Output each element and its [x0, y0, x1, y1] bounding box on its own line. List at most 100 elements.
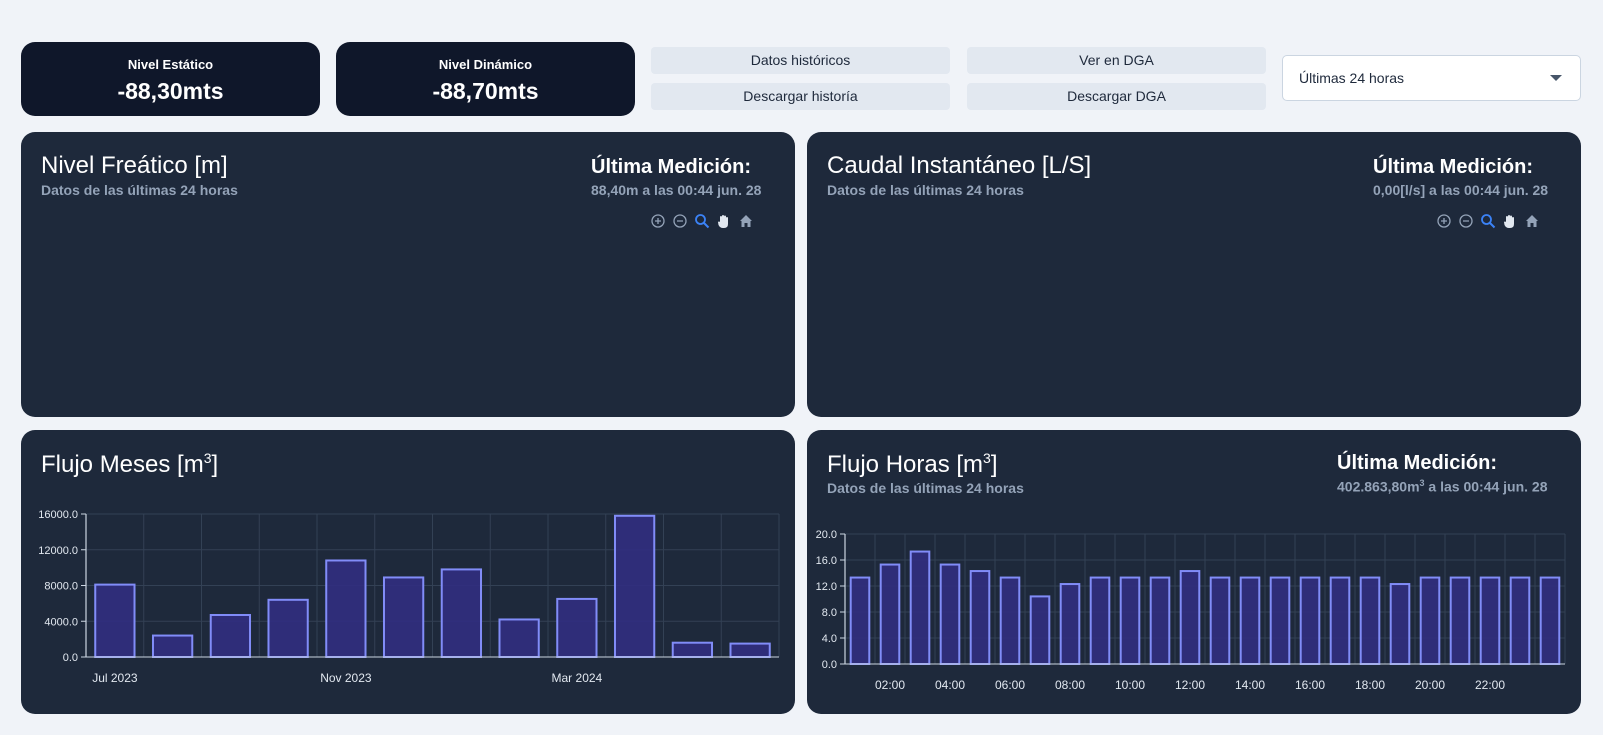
caudal-instantaneo-card: Caudal Instantáneo [L/S] Datos de las úl…	[807, 132, 1581, 417]
home-icon[interactable]	[1523, 212, 1541, 230]
title-superscript: 3	[203, 450, 212, 466]
last-measurement-value: 0,00[l/s] a las 00:44 jun. 28	[1373, 182, 1549, 198]
nivel-estatico-card: Nivel Estático -88,30mts	[21, 42, 320, 116]
last-measurement-title: Última Medición:	[591, 156, 752, 178]
bar[interactable]	[939, 563, 961, 665]
bar[interactable]	[1239, 576, 1261, 665]
y-tick-label: 12000.0	[38, 545, 78, 557]
card-title: Flujo Horas [m3]	[827, 450, 998, 479]
bar[interactable]	[1299, 576, 1321, 665]
chevron-down-icon[interactable]	[1550, 75, 1562, 81]
bar[interactable]	[94, 583, 136, 658]
bar[interactable]	[1539, 576, 1561, 665]
bar[interactable]	[1359, 576, 1381, 665]
bar[interactable]	[613, 514, 656, 658]
pan-hand-icon[interactable]	[1501, 212, 1519, 230]
x-tick-label: 12:00	[1175, 678, 1205, 692]
title-text: Flujo Horas [m	[827, 451, 984, 478]
bar[interactable]	[1119, 576, 1141, 665]
card-title: Caudal Instantáneo [L/S]	[827, 152, 1092, 179]
last-measurement-value: 402.863,80m3 a las 00:44 jun. 28	[1337, 478, 1548, 495]
y-tick-label: 16000.0	[38, 509, 78, 521]
y-tick-label: 8000.0	[44, 581, 78, 593]
card-title: Nivel Freático [m]	[41, 152, 228, 179]
nivel-dinamico-card: Nivel Dinámico -88,70mts	[336, 42, 635, 116]
nivel-freatico-chart[interactable]	[21, 132, 795, 417]
card-subtitle: Datos de las últimas 24 horas	[827, 182, 1024, 198]
x-tick-label: 06:00	[995, 678, 1025, 692]
card-title: Flujo Meses [m3]	[41, 450, 218, 479]
chart-toolbar: 01:0003:0005:0007:0009:0011:0013:0015:00…	[649, 212, 755, 230]
bar[interactable]	[1149, 576, 1171, 665]
bar[interactable]	[209, 613, 252, 658]
descargar-historia-button[interactable]: Descargar historía	[651, 83, 950, 110]
bar[interactable]	[671, 641, 714, 658]
zoom-select-icon[interactable]	[1479, 212, 1497, 230]
zoom-out-icon[interactable]	[1457, 212, 1475, 230]
bar[interactable]	[1449, 576, 1471, 665]
x-tick-label: 14:00	[1235, 678, 1265, 692]
bar[interactable]	[1179, 570, 1201, 665]
bar[interactable]	[1479, 576, 1501, 665]
x-tick-label: 18:00	[1355, 678, 1385, 692]
bar[interactable]	[325, 559, 367, 659]
datos-historicos-button[interactable]: Datos históricos	[651, 47, 950, 74]
value-end: a las 00:44 jun. 28	[1424, 478, 1548, 495]
x-tick-label: 08:00	[1055, 678, 1085, 692]
bar[interactable]	[440, 568, 483, 659]
x-tick-label: Nov 2023	[320, 671, 372, 685]
home-icon[interactable]	[737, 212, 755, 230]
descargar-dga-button[interactable]: Descargar DGA	[967, 83, 1266, 110]
title-end: ]	[990, 451, 998, 478]
bar[interactable]	[1419, 576, 1441, 665]
bar[interactable]	[1029, 595, 1051, 665]
bar[interactable]	[729, 642, 771, 658]
y-tick-label: 12.0	[816, 581, 837, 593]
caudal-instantaneo-chart[interactable]	[807, 132, 1581, 417]
value-superscript: 3	[1419, 478, 1425, 488]
y-tick-label: 0.0	[63, 652, 78, 664]
y-tick-label: 0.0	[822, 659, 837, 671]
title-text: Flujo Meses [m	[41, 451, 204, 478]
bar[interactable]	[969, 570, 991, 665]
bar[interactable]	[1509, 576, 1531, 665]
flujo-horas-chart[interactable]: 20.0 16.0 12.0 8.0 4.0 0.0 02:00 04:00 06:00 08:0…	[807, 430, 1581, 714]
flujo-meses-card: Flujo Meses [m3] 16000.0 12000.0 8000.0 400…	[21, 430, 795, 714]
x-tick-label: 04:00	[935, 678, 965, 692]
x-tick-label: 02:00	[875, 678, 905, 692]
y-tick-label: 20.0	[816, 529, 837, 541]
bar[interactable]	[1059, 583, 1081, 665]
x-tick-label: Jul 2023	[92, 671, 138, 685]
bar[interactable]	[999, 576, 1021, 665]
ver-dga-button[interactable]: Ver en DGA	[967, 47, 1266, 74]
bar[interactable]	[267, 598, 309, 659]
flujo-meses-chart[interactable]: 16000.0 12000.0 8000.0 4000.0 0.0 Jul 2023 Nov…	[21, 430, 795, 714]
bar[interactable]	[1329, 576, 1351, 665]
bar[interactable]	[1089, 576, 1111, 665]
bar[interactable]	[382, 576, 425, 658]
zoom-out-icon[interactable]	[671, 212, 689, 230]
flujo-horas-card: Flujo Horas [m3] Datos de las últimas 24…	[807, 430, 1581, 714]
time-range-select[interactable]: Últimas 24 horas	[1282, 55, 1581, 101]
x-tick-label: 16:00	[1295, 678, 1325, 692]
bar[interactable]	[1209, 576, 1231, 665]
zoom-in-icon[interactable]: 01:0003:0005:0007:0009:0011:0013:0015:00…	[1435, 212, 1453, 230]
x-tick-label: 10:00	[1115, 678, 1145, 692]
bar[interactable]	[151, 634, 194, 659]
pan-hand-icon[interactable]	[715, 212, 733, 230]
title-end: ]	[211, 451, 219, 478]
bar[interactable]	[849, 576, 871, 665]
bar[interactable]	[879, 563, 901, 665]
zoom-in-icon[interactable]: 01:0003:0005:0007:0009:0011:0013:0015:00…	[649, 212, 667, 230]
bar[interactable]	[1269, 576, 1291, 665]
card-subtitle: Datos de las últimas 24 horas	[41, 182, 238, 198]
bar[interactable]	[498, 618, 540, 658]
bar[interactable]	[1389, 583, 1411, 665]
title-superscript: 3	[983, 450, 991, 466]
y-tick-label: 16.0	[816, 555, 837, 567]
bar[interactable]	[909, 550, 931, 665]
bar[interactable]	[556, 597, 598, 658]
zoom-select-icon[interactable]	[693, 212, 711, 230]
nivel-dinamico-value: -88,70mts	[432, 78, 539, 104]
nivel-estatico-value: -88,30mts	[117, 78, 224, 104]
